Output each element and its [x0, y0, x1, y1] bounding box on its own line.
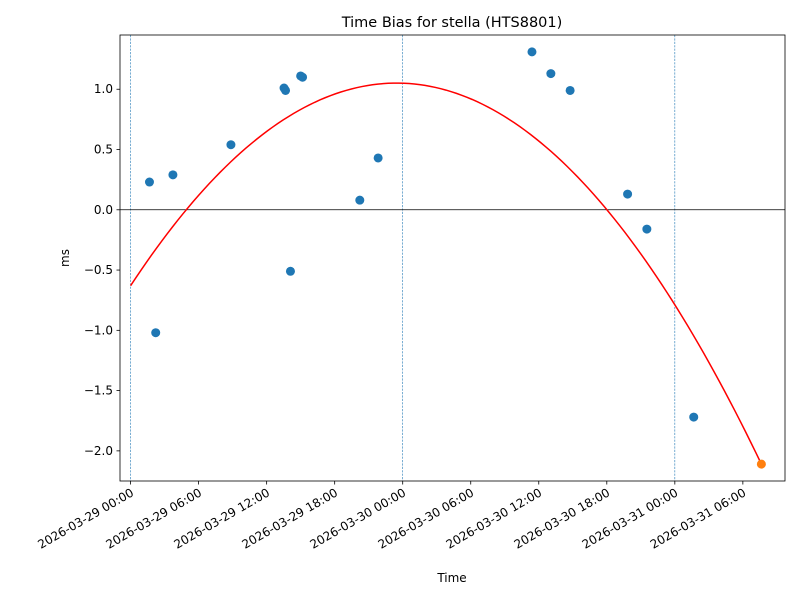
data-point	[623, 189, 633, 199]
data-point	[373, 153, 383, 163]
axes-frame	[119, 34, 786, 482]
data-point	[355, 195, 365, 205]
data-point	[144, 177, 154, 187]
y-axis: 1.0 0.5 0.0 −0.5 −1.0 −1.5 −2.0	[84, 82, 120, 458]
data-point	[281, 85, 291, 95]
data-point	[151, 328, 161, 338]
fit-curve	[129, 82, 763, 465]
y-tick-label: −1.5	[84, 384, 113, 398]
plot-area	[120, 35, 785, 481]
chart-title: Time Bias for stella (HTS8801)	[341, 15, 563, 31]
data-point	[168, 170, 178, 180]
y-tick-label: −0.5	[84, 263, 113, 277]
data-point	[642, 224, 652, 234]
y-axis-label: ms	[58, 249, 72, 267]
data-point	[527, 47, 537, 57]
y-tick-label: −1.0	[84, 323, 113, 337]
y-tick-label: 1.0	[94, 82, 113, 96]
axes-border	[119, 34, 786, 482]
y-tick-label: −2.0	[84, 444, 113, 458]
data-point	[285, 266, 295, 276]
data-point	[756, 459, 766, 469]
data-point	[689, 412, 699, 422]
data-point	[298, 72, 308, 82]
x-axis-label: Time	[436, 571, 466, 585]
y-tick-label: 0.5	[94, 143, 113, 157]
data-point	[565, 85, 575, 95]
data-point	[226, 140, 236, 150]
y-tick-label: 0.0	[94, 203, 113, 217]
data-point	[546, 69, 556, 79]
